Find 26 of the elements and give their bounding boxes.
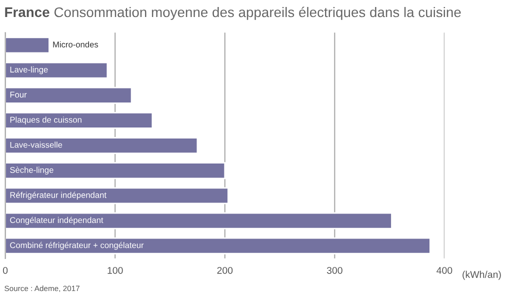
y-tick-label: Plaques de cuisson [10, 116, 82, 124]
x-tick-label: 300 [326, 266, 342, 274]
y-tick-label: Congélateur indépendant [10, 216, 104, 225]
bar [5, 187, 229, 204]
x-tick-label: 200 [217, 266, 233, 274]
y-tick-label: Lave-vaisselle [10, 142, 62, 148]
bar [5, 212, 392, 230]
y-tick-label: Sèche-linge [10, 166, 54, 175]
y-tick-label: Combiné réfrigérateur + congélateur [10, 242, 144, 250]
x-tick-label: 100 [108, 266, 123, 274]
bar [5, 62, 108, 79]
chart-title: France [5, 7, 50, 18]
y-tick-label: Micro-ondes [53, 41, 98, 48]
y-tick-label: Lave-linge [10, 66, 48, 74]
x-axis-title: (kWh/an) [462, 270, 501, 280]
bar [5, 36, 50, 54]
bar [5, 86, 132, 104]
bar [5, 137, 198, 154]
bar [5, 162, 226, 180]
y-tick-label: Four [10, 92, 27, 98]
y-tick-label: Réfrigérateur indépendant [10, 192, 106, 200]
x-tick-label: 400 [436, 266, 452, 274]
chart-subtitle: Consommation moyenne des appareils électriques dans la cuisine [54, 6, 461, 20]
x-tick-label: 0 [2, 266, 8, 274]
bar [5, 112, 154, 129]
bar [5, 237, 431, 254]
